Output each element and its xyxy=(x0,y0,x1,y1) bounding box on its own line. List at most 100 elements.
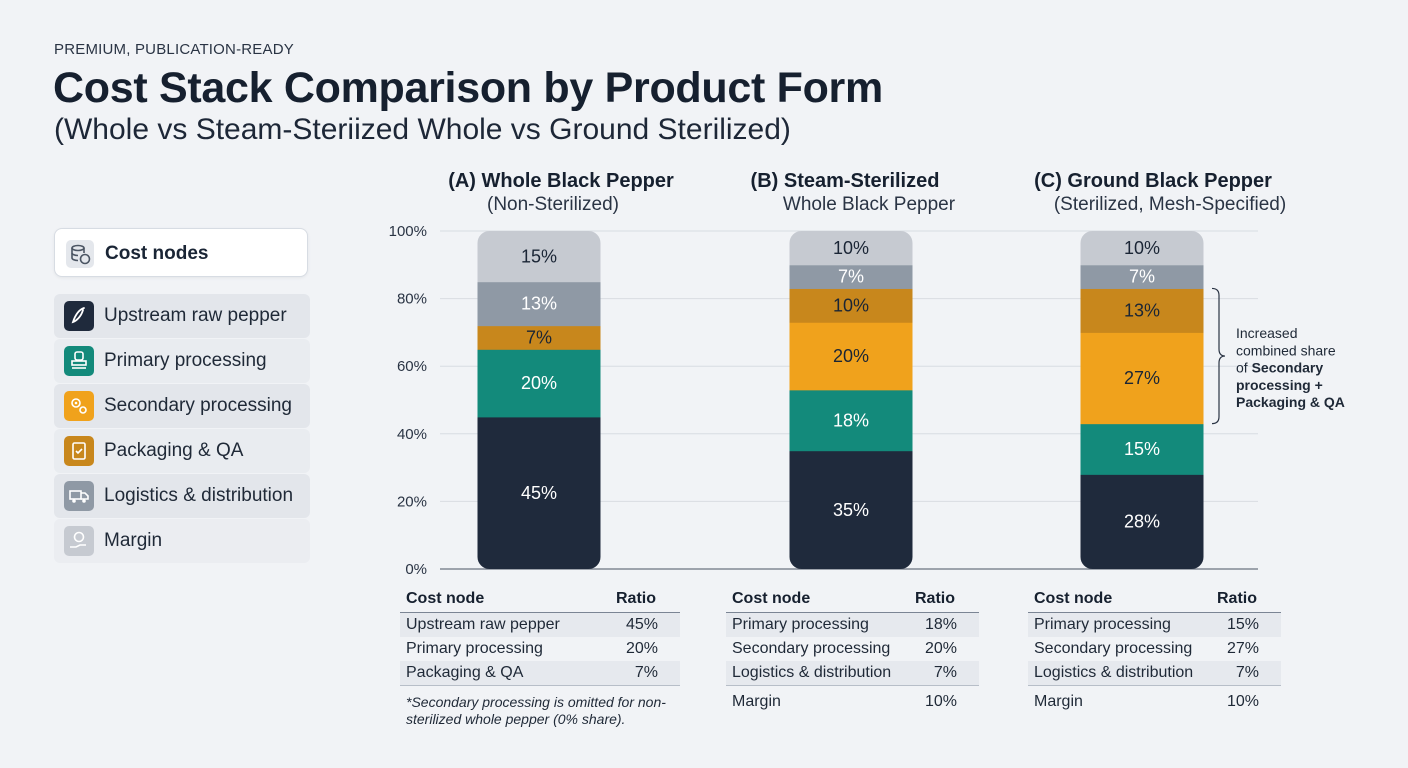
segment-value-label: 20% xyxy=(833,346,869,366)
header-cost-node: Cost node xyxy=(732,590,811,607)
legend-item-label: Margin xyxy=(104,530,163,551)
bar-stack xyxy=(1080,231,1204,569)
segment-value-label: 10% xyxy=(833,238,869,258)
table-row: Secondary processing 20% xyxy=(726,637,979,661)
bar-title: (B) Steam-Sterilized xyxy=(751,170,940,192)
cell-ratio: 45% xyxy=(625,616,658,633)
cell-cost-node: Logistics & distribution xyxy=(1034,664,1194,681)
legend-item-label: Secondary processing xyxy=(104,395,292,416)
legend-item-primary-processing: Primary processing xyxy=(54,339,310,383)
annotation-text: Increased xyxy=(1236,325,1297,341)
cell-ratio: 7% xyxy=(933,664,957,681)
cell-cost-node: Secondary processing xyxy=(732,640,891,657)
bar-segment xyxy=(477,349,601,418)
bar-segment xyxy=(789,264,913,289)
table-header: Cost node Ratio xyxy=(400,587,680,613)
segment-value-label: 10% xyxy=(833,295,869,315)
cell-ratio: 10% xyxy=(1226,693,1259,710)
cell-cost-node: Primary processing xyxy=(1034,616,1171,633)
header-ratio: Ratio xyxy=(915,590,955,607)
cell-ratio: 15% xyxy=(1226,616,1259,633)
table-header: Cost node Ratio xyxy=(1028,587,1281,613)
bar-segment xyxy=(1080,264,1204,289)
legend-item-packaging-qa: Packaging & QA xyxy=(54,429,310,473)
legend-heading-card: Cost nodes xyxy=(54,228,308,277)
cell-cost-node: Margin xyxy=(732,693,781,710)
money-hand-icon xyxy=(64,526,94,556)
legend-item-upstream-raw-pepper: Upstream raw pepper xyxy=(54,294,310,338)
bar-segment xyxy=(477,231,601,283)
cell-cost-node: Packaging & QA xyxy=(406,664,524,681)
cell-cost-node: Primary processing xyxy=(732,616,869,633)
clipboard-check-icon xyxy=(64,436,94,466)
segment-value-label: 7% xyxy=(526,327,552,347)
bar-subtitle: (Non-Sterilized) xyxy=(487,194,619,215)
truck-icon xyxy=(64,481,94,511)
page-title: Cost Stack Comparison by Product Form xyxy=(53,64,883,112)
bar-segment xyxy=(477,325,601,350)
bar-title: (A) Whole Black Pepper xyxy=(448,170,674,192)
table-row: Primary processing 15% xyxy=(1028,613,1281,637)
cell-ratio: 20% xyxy=(924,640,957,657)
legend-item-label: Primary processing xyxy=(104,350,267,371)
segment-value-label: 15% xyxy=(521,246,557,266)
legend-item-margin: Margin xyxy=(54,519,310,563)
table-row: Margin 10% xyxy=(1028,690,1281,714)
y-tick-label: 40% xyxy=(397,426,427,443)
bar-segment xyxy=(789,389,913,452)
bar-subtitle: (Sterilized, Mesh-Specified) xyxy=(1054,194,1286,215)
bar-segment xyxy=(1080,474,1204,569)
cell-ratio: 27% xyxy=(1226,640,1259,657)
y-tick-label: 20% xyxy=(397,493,427,510)
header-cost-node: Cost node xyxy=(1034,590,1113,607)
table-row: Margin 10% xyxy=(726,690,979,714)
bar-segment xyxy=(1080,332,1204,425)
bar-segment xyxy=(789,231,913,266)
annotation-text: combined share xyxy=(1236,342,1336,358)
table-row: Primary processing 18% xyxy=(726,613,979,637)
legend-item-logistics-distribution: Logistics & distribution xyxy=(54,474,310,518)
stamp-icon xyxy=(64,346,94,376)
table-row: Logistics & distribution 7% xyxy=(1028,661,1281,686)
cell-ratio: 18% xyxy=(924,616,957,633)
segment-value-label: 10% xyxy=(1124,238,1160,258)
annotation-text: Packaging & QA xyxy=(1236,394,1345,410)
table-row: Secondary processing 27% xyxy=(1028,637,1281,661)
y-tick-label: 0% xyxy=(405,561,427,578)
cell-ratio: 20% xyxy=(625,640,658,657)
bar-segment xyxy=(1080,288,1204,333)
annotation-text: of Secondary xyxy=(1236,360,1323,376)
y-tick-label: 60% xyxy=(397,358,427,375)
bar-stack xyxy=(477,231,601,569)
cell-ratio: 7% xyxy=(1235,664,1259,681)
gears-icon xyxy=(64,391,94,421)
eyebrow-text: PREMIUM, PUBLICATION-READY xyxy=(54,41,294,58)
segment-value-label: 20% xyxy=(521,373,557,393)
header-ratio: Ratio xyxy=(616,590,656,607)
bar-stack xyxy=(789,231,913,569)
cell-ratio: 10% xyxy=(924,693,957,710)
cell-cost-node: Upstream raw pepper xyxy=(406,616,560,633)
database-money-icon xyxy=(66,240,94,268)
bar-segment xyxy=(1080,231,1204,266)
bar-segment xyxy=(789,322,913,391)
table-row: Logistics & distribution 7% xyxy=(726,661,979,686)
y-tick-label: 80% xyxy=(397,291,427,308)
table-row: Packaging & QA 7% xyxy=(400,661,680,686)
segment-value-label: 45% xyxy=(521,483,557,503)
bar-segment xyxy=(789,450,913,569)
bar-segment xyxy=(477,416,601,569)
page-subtitle: (Whole vs Steam-Steriized Whole vs Groun… xyxy=(54,113,791,146)
table-row: Upstream raw pepper 45% xyxy=(400,613,680,637)
bar-segment xyxy=(1080,423,1204,475)
annotation-text: processing + xyxy=(1236,377,1323,393)
annotation-bracket xyxy=(1211,287,1226,425)
segment-value-label: 7% xyxy=(1129,267,1155,287)
table-row: Primary processing 20% xyxy=(400,637,680,661)
header-ratio: Ratio xyxy=(1217,590,1257,607)
cell-cost-node: Secondary processing xyxy=(1034,640,1193,657)
bar-segment xyxy=(789,288,913,323)
legend-item-label: Upstream raw pepper xyxy=(104,305,287,326)
cell-cost-node: Primary processing xyxy=(406,640,543,657)
